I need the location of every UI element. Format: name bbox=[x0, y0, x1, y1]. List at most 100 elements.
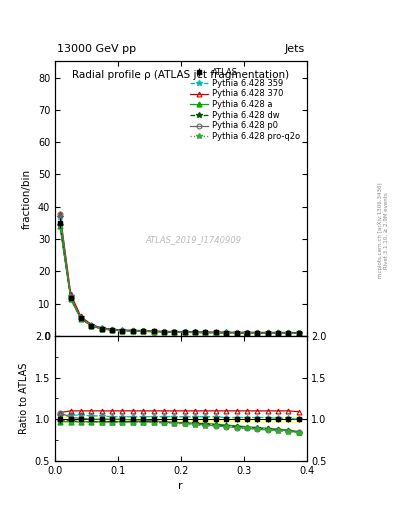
Pythia 6.428 359 bbox=[89, 322, 94, 328]
Pythia 6.428 p0 bbox=[58, 211, 62, 217]
Pythia 6.428 p0 bbox=[244, 330, 249, 336]
Pythia 6.428 pro-q2o bbox=[151, 329, 156, 335]
Pythia 6.428 dw bbox=[265, 330, 270, 336]
Pythia 6.428 pro-q2o bbox=[130, 328, 135, 334]
Pythia 6.428 dw bbox=[214, 330, 219, 336]
Pythia 6.428 pro-q2o bbox=[224, 330, 228, 336]
Pythia 6.428 359 bbox=[182, 329, 187, 335]
Pythia 6.428 370 bbox=[120, 327, 125, 333]
Pythia 6.428 dw bbox=[203, 330, 208, 336]
Pythia 6.428 370 bbox=[182, 329, 187, 335]
Pythia 6.428 359 bbox=[214, 329, 219, 335]
Text: ATLAS_2019_I1740909: ATLAS_2019_I1740909 bbox=[145, 236, 241, 244]
Pythia 6.428 359 bbox=[286, 330, 291, 336]
Pythia 6.428 a bbox=[79, 316, 83, 322]
Pythia 6.428 370 bbox=[203, 329, 208, 335]
Pythia 6.428 dw bbox=[276, 330, 281, 336]
Pythia 6.428 359 bbox=[162, 329, 166, 335]
Pythia 6.428 p0 bbox=[265, 330, 270, 336]
Pythia 6.428 370 bbox=[193, 329, 198, 335]
Pythia 6.428 a bbox=[99, 326, 104, 332]
Pythia 6.428 p0 bbox=[68, 294, 73, 300]
Line: Pythia 6.428 370: Pythia 6.428 370 bbox=[58, 211, 301, 335]
Pythia 6.428 dw bbox=[79, 316, 83, 322]
Pythia 6.428 pro-q2o bbox=[297, 330, 301, 336]
Pythia 6.428 p0 bbox=[89, 323, 94, 329]
Pythia 6.428 a bbox=[110, 327, 115, 333]
Pythia 6.428 a bbox=[68, 296, 73, 302]
Pythia 6.428 a bbox=[286, 330, 291, 336]
Text: Rivet 3.1.10, ≥ 2.9M events: Rivet 3.1.10, ≥ 2.9M events bbox=[384, 192, 389, 269]
Pythia 6.428 dw bbox=[68, 295, 73, 302]
Pythia 6.428 359 bbox=[203, 329, 208, 335]
Pythia 6.428 dw bbox=[234, 330, 239, 336]
Pythia 6.428 370 bbox=[214, 329, 219, 335]
Pythia 6.428 359 bbox=[224, 329, 228, 335]
Y-axis label: fraction/bin: fraction/bin bbox=[22, 168, 32, 229]
Pythia 6.428 370 bbox=[276, 329, 281, 335]
Pythia 6.428 a bbox=[89, 323, 94, 329]
Legend: ATLAS, Pythia 6.428 359, Pythia 6.428 370, Pythia 6.428 a, Pythia 6.428 dw, Pyth: ATLAS, Pythia 6.428 359, Pythia 6.428 37… bbox=[187, 66, 302, 143]
Pythia 6.428 370 bbox=[79, 313, 83, 319]
Pythia 6.428 359 bbox=[193, 329, 198, 335]
Pythia 6.428 370 bbox=[265, 329, 270, 335]
Pythia 6.428 a bbox=[130, 328, 135, 334]
Pythia 6.428 a bbox=[141, 328, 145, 334]
Pythia 6.428 359 bbox=[276, 330, 281, 336]
Line: Pythia 6.428 a: Pythia 6.428 a bbox=[58, 224, 301, 336]
Pythia 6.428 370 bbox=[99, 325, 104, 331]
Pythia 6.428 p0 bbox=[110, 327, 115, 333]
Pythia 6.428 pro-q2o bbox=[58, 222, 62, 228]
Pythia 6.428 pro-q2o bbox=[193, 330, 198, 336]
Pythia 6.428 pro-q2o bbox=[286, 330, 291, 336]
Pythia 6.428 a bbox=[151, 329, 156, 335]
Pythia 6.428 p0 bbox=[193, 329, 198, 335]
Pythia 6.428 p0 bbox=[99, 326, 104, 332]
Pythia 6.428 359 bbox=[68, 293, 73, 299]
Pythia 6.428 359 bbox=[234, 329, 239, 335]
Pythia 6.428 a bbox=[276, 330, 281, 336]
Pythia 6.428 dw bbox=[130, 328, 135, 334]
Pythia 6.428 359 bbox=[255, 330, 260, 336]
Pythia 6.428 pro-q2o bbox=[276, 330, 281, 336]
X-axis label: r: r bbox=[178, 481, 183, 491]
Pythia 6.428 dw bbox=[297, 330, 301, 336]
Pythia 6.428 pro-q2o bbox=[120, 328, 125, 334]
Pythia 6.428 p0 bbox=[120, 328, 125, 334]
Pythia 6.428 p0 bbox=[214, 330, 219, 336]
Pythia 6.428 pro-q2o bbox=[162, 329, 166, 335]
Pythia 6.428 a bbox=[172, 329, 177, 335]
Pythia 6.428 359 bbox=[79, 314, 83, 321]
Pythia 6.428 pro-q2o bbox=[68, 296, 73, 302]
Pythia 6.428 p0 bbox=[182, 329, 187, 335]
Pythia 6.428 359 bbox=[110, 327, 115, 333]
Pythia 6.428 dw bbox=[141, 328, 145, 334]
Pythia 6.428 359 bbox=[172, 329, 177, 335]
Pythia 6.428 370 bbox=[286, 329, 291, 335]
Pythia 6.428 a bbox=[255, 330, 260, 336]
Pythia 6.428 a bbox=[297, 330, 301, 336]
Pythia 6.428 pro-q2o bbox=[214, 330, 219, 336]
Text: mcplots.cern.ch [arXiv:1306.3436]: mcplots.cern.ch [arXiv:1306.3436] bbox=[378, 183, 383, 278]
Pythia 6.428 370 bbox=[244, 329, 249, 335]
Pythia 6.428 pro-q2o bbox=[234, 330, 239, 336]
Pythia 6.428 pro-q2o bbox=[255, 330, 260, 336]
Pythia 6.428 370 bbox=[89, 322, 94, 328]
Pythia 6.428 370 bbox=[141, 328, 145, 334]
Line: Pythia 6.428 dw: Pythia 6.428 dw bbox=[57, 222, 302, 336]
Pythia 6.428 a bbox=[203, 330, 208, 336]
Pythia 6.428 p0 bbox=[286, 330, 291, 336]
Pythia 6.428 dw bbox=[255, 330, 260, 336]
Pythia 6.428 370 bbox=[234, 329, 239, 335]
Pythia 6.428 370 bbox=[224, 329, 228, 335]
Pythia 6.428 370 bbox=[68, 291, 73, 297]
Pythia 6.428 a bbox=[58, 223, 62, 229]
Pythia 6.428 dw bbox=[172, 329, 177, 335]
Pythia 6.428 pro-q2o bbox=[110, 327, 115, 333]
Pythia 6.428 p0 bbox=[297, 330, 301, 336]
Pythia 6.428 pro-q2o bbox=[244, 330, 249, 336]
Pythia 6.428 a bbox=[182, 329, 187, 335]
Pythia 6.428 dw bbox=[244, 330, 249, 336]
Pythia 6.428 dw bbox=[110, 327, 115, 333]
Pythia 6.428 p0 bbox=[141, 328, 145, 334]
